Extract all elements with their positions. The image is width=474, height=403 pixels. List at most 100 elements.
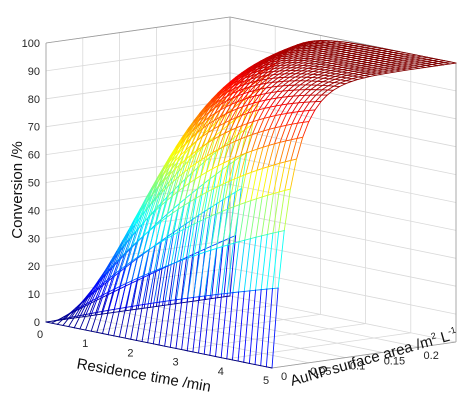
mesh-line-along-y [179, 136, 187, 150]
mesh-line-along-x [167, 170, 175, 177]
mesh-line-along-y [253, 88, 261, 97]
mesh-line-along-x [167, 231, 175, 267]
mesh-line-along-x [178, 171, 185, 178]
mesh-line-along-y [142, 248, 150, 277]
mesh-line-along-x [267, 164, 275, 168]
mesh-line-along-x [213, 125, 220, 130]
mesh-line-along-x [192, 296, 200, 298]
mesh-line-along-y [115, 247, 123, 263]
mesh-line-along-x [268, 127, 276, 130]
mesh-line-along-y [232, 241, 240, 294]
mesh-line-along-y [161, 167, 169, 184]
mesh-line-along-y [267, 71, 275, 76]
mesh-line-along-x [292, 102, 299, 104]
mesh-line-along-y [293, 80, 301, 86]
mesh-line-along-x [97, 294, 104, 299]
mesh-line-along-x [241, 104, 249, 108]
mesh-line-along-y [234, 138, 242, 159]
mesh-line-along-x [80, 303, 87, 308]
mesh-line-along-x [260, 78, 268, 81]
mesh-line-along-y [308, 101, 316, 111]
mesh-line-along-x [276, 85, 284, 87]
mesh-line-along-x [242, 91, 250, 95]
mesh-line-along-x [227, 206, 235, 210]
mesh-line-along-y [159, 238, 167, 270]
mesh-line-along-x [129, 230, 137, 250]
mesh-line-along-x [193, 220, 201, 225]
mesh-line-along-x [118, 336, 126, 339]
mesh-line-along-x [102, 333, 109, 336]
mesh-line-along-y [287, 84, 295, 91]
mesh-line-along-x [147, 199, 155, 218]
mesh-line-along-y [100, 294, 108, 299]
mesh-line-along-x [214, 109, 221, 114]
mesh-line-along-y [252, 109, 260, 123]
mesh-line-along-y [254, 79, 262, 86]
mesh-line-along-x [260, 82, 267, 85]
mesh-line-along-x [190, 150, 197, 156]
mesh-line-along-x [227, 242, 234, 246]
mesh-line-along-x [259, 87, 267, 90]
mesh-line-along-x [175, 348, 183, 351]
mesh-line-along-y [56, 318, 64, 325]
mesh-line-along-y [175, 259, 184, 301]
mesh-line-along-y [169, 299, 177, 348]
mesh-line-along-x [218, 132, 225, 137]
mesh-line-along-x [120, 250, 128, 258]
mesh-line-along-y [62, 312, 71, 320]
mesh-line-along-y [159, 216, 168, 243]
mesh-line-along-y [155, 182, 163, 199]
mesh-line-along-y [80, 296, 88, 308]
mesh-line-along-x [203, 140, 210, 163]
mesh-line-along-x [85, 312, 93, 315]
mesh-line-along-y [144, 190, 153, 205]
mesh-line-along-x [274, 126, 281, 129]
mesh-line-along-y [270, 91, 278, 100]
mesh-line-along-y [224, 110, 232, 124]
mesh-line-along-y [287, 89, 295, 98]
mesh-line-along-x [103, 277, 111, 284]
mesh-line-along-x [219, 106, 227, 111]
z-tick-label: 60 [28, 150, 40, 162]
mesh-line-along-y [166, 195, 174, 218]
mesh-line-along-x [221, 244, 229, 248]
mesh-line-along-x [235, 114, 243, 118]
mesh-line-along-y [195, 136, 203, 152]
x-tick-label: 2 [127, 347, 133, 359]
mesh-line-along-x [230, 117, 237, 121]
mesh-line-along-y [153, 241, 161, 272]
mesh-line-along-x [265, 92, 272, 95]
mesh-line-along-x [257, 130, 265, 134]
mesh-line-along-x [121, 240, 128, 249]
mesh-line-along-y [227, 178, 235, 210]
mesh-line-along-y [388, 71, 396, 74]
mesh-line-along-y [172, 184, 180, 192]
mesh-line-along-x [96, 331, 103, 334]
mesh-line-along-x [226, 358, 233, 361]
mesh-line-along-y [230, 108, 238, 121]
mesh-line-along-y [228, 140, 236, 161]
mesh-line-along-y [288, 80, 296, 86]
mesh-line-along-x [109, 273, 116, 279]
gridline-z-left [45, 100, 231, 128]
mesh-line-along-y [443, 63, 451, 66]
mesh-line-along-x [266, 77, 274, 80]
mesh-line-along-y [267, 164, 275, 196]
mesh-line-along-x [258, 99, 266, 103]
mesh-line-along-x [179, 150, 186, 157]
mesh-line-along-x [296, 136, 304, 139]
mesh-line-along-y [197, 115, 205, 127]
mesh-line-along-y [328, 78, 336, 83]
mesh-line-along-x [270, 97, 277, 100]
mesh-line-along-y [251, 89, 259, 95]
mesh-line-along-y [212, 135, 220, 154]
mesh-line-along-x [215, 130, 222, 153]
mesh-line-along-x [204, 294, 211, 297]
mesh-line-along-y [272, 70, 280, 76]
mesh-line-along-y [294, 73, 302, 78]
mesh-line-along-x [286, 112, 293, 114]
mesh-line-along-y [214, 130, 222, 137]
mesh-line-along-x [171, 232, 178, 237]
mesh-line-along-x [154, 221, 162, 227]
mesh-line-along-y [119, 283, 127, 309]
